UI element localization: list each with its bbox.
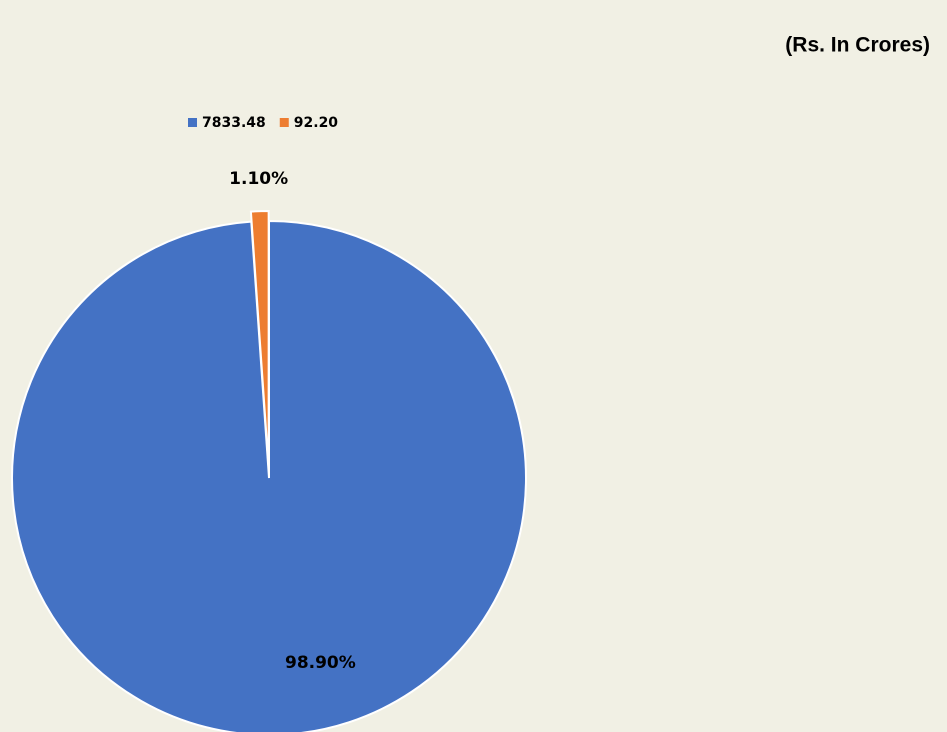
legend-swatch xyxy=(279,118,289,127)
data-label: 1.10% xyxy=(229,169,288,189)
pie-slice xyxy=(11,219,527,732)
legend-label: 92.20 xyxy=(294,115,339,131)
legend-swatch xyxy=(188,118,197,127)
legend-label: 7833.48 xyxy=(202,115,266,131)
pie-slice xyxy=(249,210,270,469)
data-label: 98.90% xyxy=(285,653,356,673)
chart-subtitle: (Rs. In Crores) xyxy=(785,34,930,57)
